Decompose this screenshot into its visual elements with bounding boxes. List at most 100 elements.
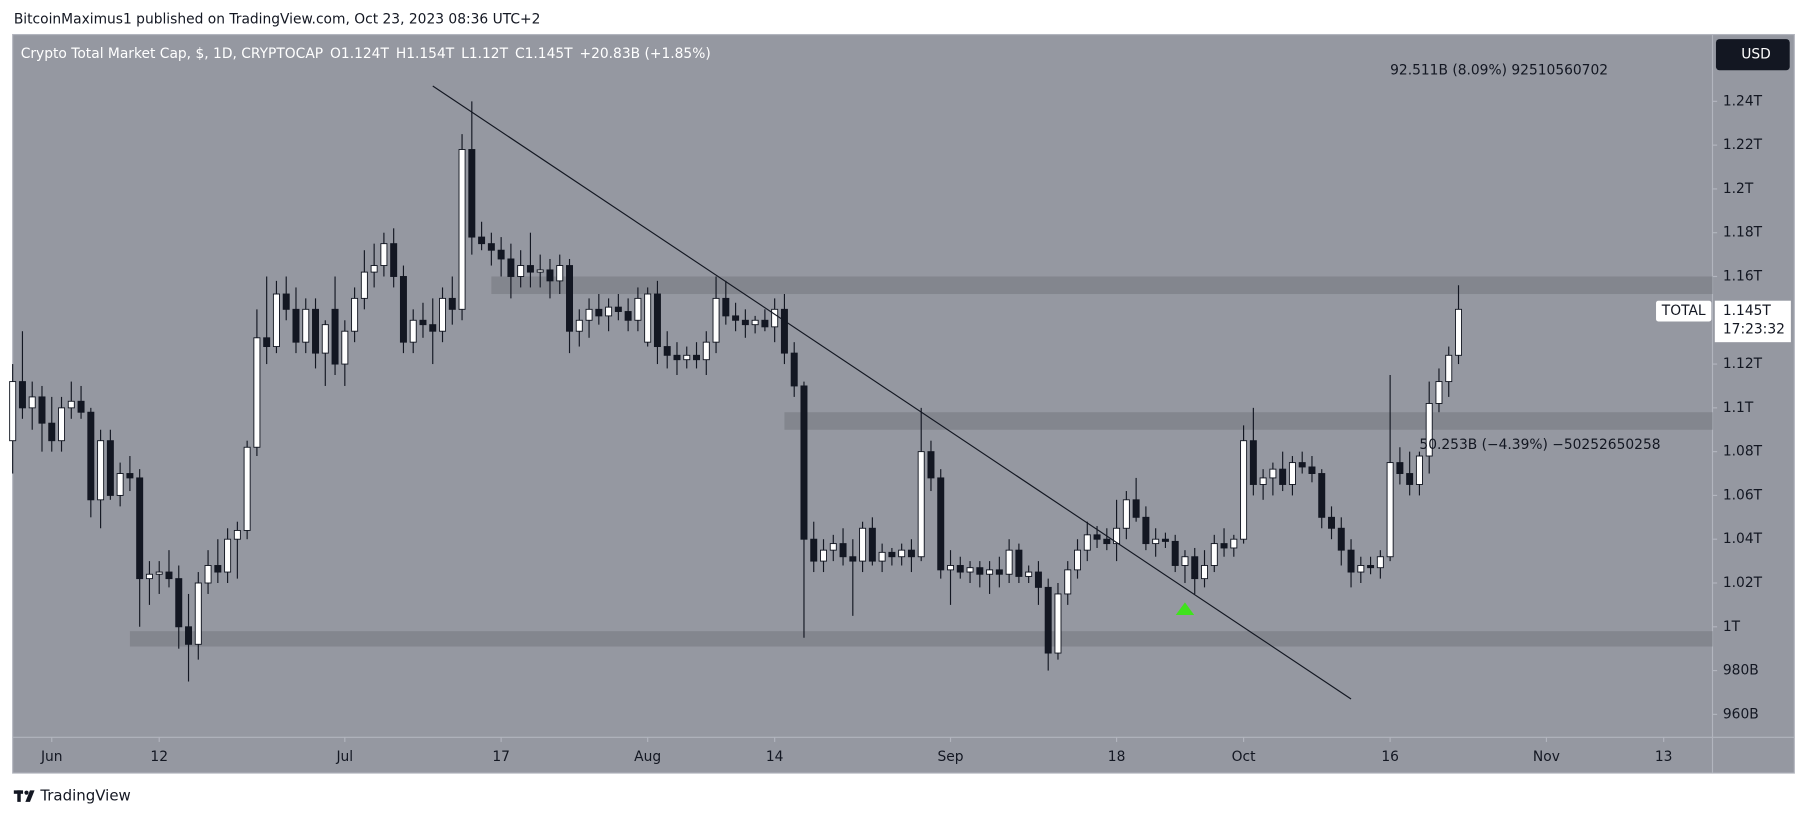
candle-body bbox=[693, 354, 701, 361]
candle-body bbox=[448, 297, 456, 310]
candle-body bbox=[888, 551, 896, 558]
candle-body bbox=[370, 265, 378, 273]
tv-logo bbox=[13, 790, 35, 802]
candle-body bbox=[48, 422, 56, 442]
candle-body bbox=[507, 258, 515, 277]
candle-body bbox=[839, 543, 847, 558]
y-tick-label: 1.16T bbox=[1723, 268, 1763, 284]
candle-body bbox=[1259, 477, 1267, 485]
ohlc-key: H bbox=[396, 46, 406, 62]
y-tick-label: 1.08T bbox=[1723, 444, 1763, 460]
candle-body bbox=[653, 293, 661, 348]
ohlc-value: 1.124T bbox=[341, 46, 390, 62]
candle-body bbox=[1201, 565, 1208, 580]
candle-body bbox=[741, 319, 749, 326]
ohlc-key: O bbox=[330, 46, 341, 62]
candle-body bbox=[214, 565, 222, 573]
candle-body bbox=[243, 446, 251, 531]
candle-body bbox=[136, 477, 144, 580]
candle-body bbox=[58, 407, 66, 442]
candle-body bbox=[380, 243, 388, 267]
candle-body bbox=[595, 308, 603, 317]
price-tag-countdown: 17:23:32 bbox=[1723, 322, 1785, 338]
y-tick-label: 1.12T bbox=[1723, 356, 1763, 372]
candle-body bbox=[995, 569, 1003, 575]
candle-body bbox=[1318, 473, 1326, 518]
candle-body bbox=[1074, 549, 1081, 571]
candle-body bbox=[780, 308, 788, 354]
x-tick-label: Nov bbox=[1533, 749, 1560, 765]
candle-body bbox=[67, 400, 75, 409]
x-tick-label: Sep bbox=[937, 749, 963, 765]
x-tick-label: 18 bbox=[1108, 749, 1126, 765]
x-tick-label: Oct bbox=[1232, 749, 1256, 765]
candle-body bbox=[331, 308, 339, 365]
candle-body bbox=[1298, 462, 1306, 468]
candle-body bbox=[1425, 403, 1433, 457]
candle-body bbox=[907, 549, 915, 558]
candle-body bbox=[986, 569, 994, 575]
candle-body bbox=[1054, 593, 1062, 654]
candle-body bbox=[566, 265, 574, 332]
y-tick-label: 1.06T bbox=[1723, 487, 1763, 503]
candle-body bbox=[1396, 462, 1404, 474]
candle-body bbox=[927, 451, 935, 479]
y-tick-label: 1.22T bbox=[1723, 137, 1763, 153]
candle-body bbox=[1415, 455, 1423, 485]
candle-body bbox=[722, 297, 730, 317]
x-tick-label: 13 bbox=[1655, 749, 1673, 765]
y-tick-label: 1.18T bbox=[1723, 225, 1763, 241]
candle-body bbox=[126, 473, 134, 479]
y-tick-label: 980B bbox=[1723, 663, 1759, 679]
x-tick-label: Jun bbox=[40, 749, 63, 765]
candle-body bbox=[712, 297, 720, 343]
candle-body bbox=[976, 567, 984, 575]
candle-body bbox=[849, 556, 857, 562]
logo-slash bbox=[25, 790, 35, 802]
candle-body bbox=[487, 243, 495, 251]
symbol-tag-label: TOTAL bbox=[1661, 303, 1706, 319]
legend: Crypto Total Market Cap, $, 1D, CRYPTOCA… bbox=[21, 46, 711, 62]
ohlc-key: C bbox=[515, 46, 525, 62]
candle-body bbox=[810, 538, 818, 562]
change: +20.83B (+1.85%) bbox=[580, 46, 711, 62]
candle-body bbox=[9, 381, 17, 442]
currency-button[interactable] bbox=[1715, 39, 1790, 71]
candle-body bbox=[1171, 540, 1179, 566]
candle-body bbox=[575, 319, 583, 332]
ohlc-value: 1.154T bbox=[406, 46, 455, 62]
candle-body bbox=[702, 341, 710, 361]
candle-body bbox=[1034, 571, 1042, 588]
candle-body bbox=[194, 582, 202, 645]
candle-body bbox=[390, 243, 398, 277]
candle-body bbox=[1152, 538, 1160, 545]
candle-body bbox=[1357, 565, 1365, 573]
candle-body bbox=[526, 265, 534, 273]
candle-body bbox=[1122, 499, 1130, 529]
ohlc-key: L bbox=[461, 46, 469, 62]
signal-marker bbox=[1175, 602, 1195, 616]
candle-body bbox=[1083, 534, 1091, 551]
candle-body bbox=[116, 473, 124, 496]
candle-body bbox=[1093, 534, 1101, 540]
candle-body bbox=[1210, 543, 1218, 566]
candle-body bbox=[947, 565, 955, 571]
candle-body bbox=[224, 538, 232, 573]
symbol: Crypto Total Market Cap, $, 1D, CRYPTOCA… bbox=[21, 46, 323, 62]
candle-body bbox=[517, 265, 525, 277]
candle-body bbox=[634, 297, 642, 321]
currency-label[interactable]: USD bbox=[1741, 47, 1771, 63]
candle-body bbox=[1064, 569, 1072, 595]
candle-body bbox=[106, 440, 114, 496]
candle-body bbox=[1288, 462, 1296, 485]
candle-body bbox=[468, 149, 476, 238]
x-tick-label: 17 bbox=[492, 749, 510, 765]
candle-body bbox=[321, 324, 329, 354]
y-tick-label: 1.04T bbox=[1723, 531, 1763, 547]
candle-body bbox=[1103, 538, 1111, 545]
candle-body bbox=[1386, 462, 1394, 558]
candle-body bbox=[399, 276, 407, 343]
candle-body bbox=[429, 324, 437, 332]
candle-body bbox=[165, 571, 173, 580]
